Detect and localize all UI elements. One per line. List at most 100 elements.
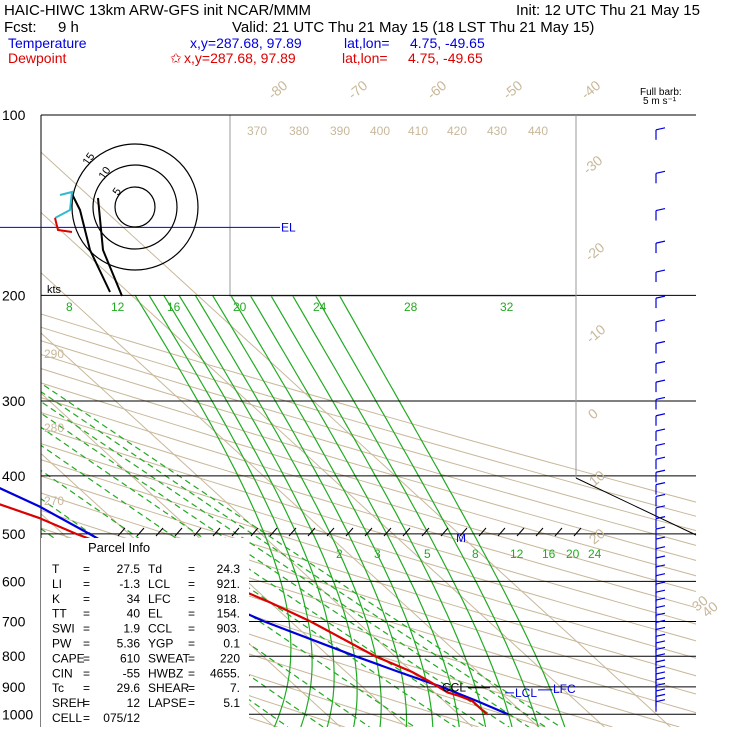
hatch-mark [345,527,354,537]
moist-adiabat-line [212,295,408,727]
pressure-label: 600 [2,573,26,589]
theta-side-label: 290 [44,347,64,361]
hodo-trace-1 [97,197,123,297]
wind-barb-flag [655,682,666,686]
hatch-mark [402,527,411,537]
wind-barb-flag [655,526,666,530]
mixing-ratio-label: 3 [374,547,381,561]
parcel-info-cell: -55 [123,666,141,680]
isotherm-label: 20 [586,525,608,547]
temperature-label: Temperature [8,35,87,51]
wind-barb-flag [655,295,666,299]
wind-barb-flag [655,319,666,323]
parcel-info-cell: PW [52,637,72,651]
parcel-info-cell: = [83,711,90,725]
dry-adiabat-line [41,443,696,642]
mixing-ratio-line [41,444,456,727]
valid-time: Valid: 21 UTC Thu 21 May 15 (18 LST Thu … [232,19,594,36]
parcel-info-cell: = [188,607,195,621]
parcel-info-cell: = [188,696,195,710]
isotherm-line [41,392,407,727]
theta-side-label: 280 [44,421,64,435]
parcel-info-cell: 40 [127,607,141,621]
dry-adiabat-line [41,475,696,677]
ccl-label: CCL [442,681,466,695]
parcel-info-cell: 921. [217,577,240,591]
wind-barb-flag [655,619,666,623]
parcel-info-cell: Tc [52,681,64,695]
parcel-info-cell: 12 [127,696,141,710]
wind-barb-flag [655,413,666,417]
theta-label: 410 [408,124,428,138]
moist-adiabat-line [314,295,539,727]
parcel-info-cell: = [83,651,90,665]
parcel-info-cell: 4655. [210,666,240,680]
mixing-ratio-line [41,469,415,727]
pressure-label: 900 [2,679,26,695]
parcel-info-cell: 5.1 [223,696,240,710]
parcel-info-cell: CAPE [52,651,85,665]
parcel-info-cell: 154. [217,607,240,621]
wind-barb-flag [655,428,666,432]
wind-barb-flag [655,516,666,520]
hatch-mark [478,527,487,537]
hodo-trace-2 [71,193,111,293]
barb-key-line2: 5 m s⁻¹ [643,96,677,107]
wind-barb-flag [655,396,666,401]
isotherm-label: -30 [580,152,606,177]
hatch-mark [174,527,183,537]
parcel-info-cell: LAPSE [148,696,187,710]
mixing-ratio-line [41,400,530,727]
pressure-label: 200 [2,287,26,303]
dry-adiabat-line [41,459,696,659]
pressure-labels: 100 200 300 400 500 600 700 800 900 1000 [2,107,33,722]
hatch-mark [193,527,202,537]
parcel-info-cell: SREH [52,696,85,710]
dry-adiabat-line [41,354,696,546]
dry-adiabat-line [41,412,696,609]
hatch-mark [535,527,544,537]
hatch-mark [497,527,506,537]
parcel-info-cell: = [83,696,90,710]
wind-barb-flag [655,170,666,174]
wind-barb-flag [655,456,666,460]
hodograph: 5 10 15 kts [47,143,199,297]
wind-barb-flag [655,546,666,550]
mixing-ratio-line [41,391,547,727]
hatch-mark [231,527,240,537]
mixing-ratio-label: 32 [500,300,514,314]
moist-adiabat-line [249,295,460,727]
wind-barb-flag [655,688,666,692]
pressure-label: 700 [2,613,26,629]
hodo-trace-red [54,217,73,233]
mixing-ratio-label: 5 [424,547,431,561]
wind-barbs [655,127,666,712]
parcel-info-cell: = [83,562,90,576]
star-icon: ✩ [170,50,182,66]
isotherm-label: 10 [586,467,608,489]
hatch-mark [288,527,297,537]
parcel-info-cell: = [188,666,195,680]
hodo-ring-label-5: 5 [111,186,124,198]
pressure-label: 400 [2,468,26,484]
el-label: EL [281,220,296,234]
theta-label: 380 [289,124,309,138]
dry-adiabat-line [41,326,696,517]
wind-barb-flag [655,677,666,681]
parcel-info-cell: TT [52,607,67,621]
hatch-mark [117,527,126,537]
parcel-info-cell: LFC [148,592,171,606]
moist-adiabat-line [178,295,358,727]
parcel-info-cell: = [188,651,195,665]
theta-label: 430 [487,124,507,138]
parcel-info-cell: = [188,562,195,576]
parcel-info-cell: LCL [148,577,170,591]
dewpoint-latlon-label: lat,lon= [342,50,388,66]
wind-barb-flag [655,340,666,345]
parcel-info-cell: 903. [217,622,240,636]
theta-label: 400 [370,124,390,138]
wind-barb-flag [655,605,666,609]
hatch-mark [573,527,582,537]
parcel-info-cell: 5.36 [117,637,141,651]
moist-adiabat-line [270,295,487,727]
